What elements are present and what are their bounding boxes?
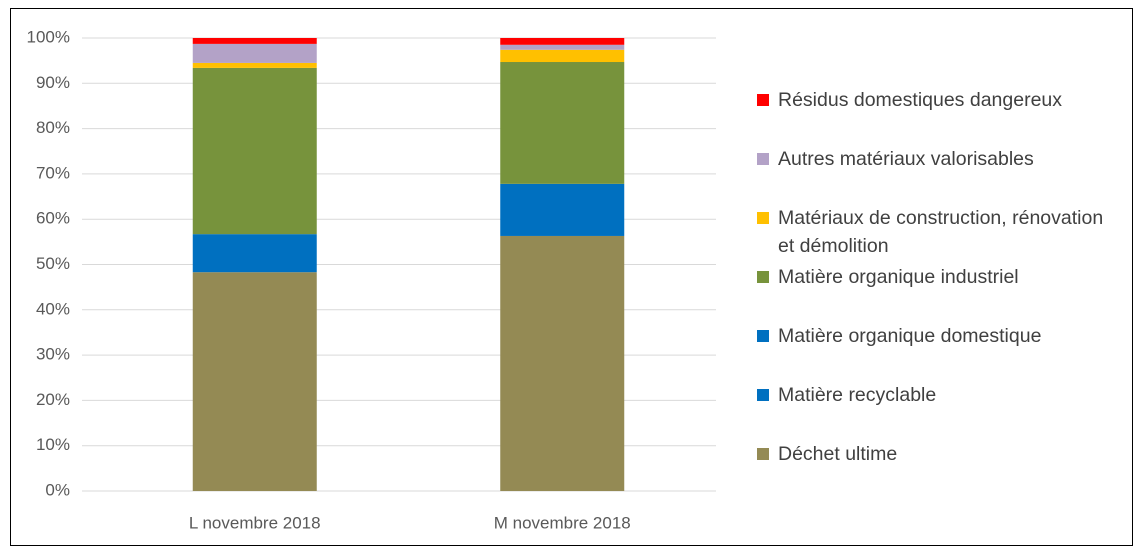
y-tick-label: 30% <box>36 345 70 364</box>
bar-segment <box>500 44 625 50</box>
bar-segment <box>500 38 625 45</box>
bar-segment <box>500 235 625 491</box>
y-tick-label: 100% <box>27 27 70 46</box>
legend-swatch <box>757 448 769 460</box>
legend-label: Autres matériaux valorisables <box>778 148 1034 170</box>
y-tick-label: 60% <box>36 209 70 228</box>
legend-swatch <box>757 153 769 165</box>
legend-swatch <box>757 271 769 283</box>
bar-segment <box>192 67 317 235</box>
bar-segment <box>500 62 625 184</box>
bar-segment <box>192 272 317 491</box>
y-tick-label: 70% <box>36 163 70 182</box>
legend-swatch <box>757 94 769 106</box>
frame-border <box>10 8 1133 546</box>
y-tick-label: 20% <box>36 390 70 409</box>
y-tick-label: 0% <box>45 480 70 499</box>
y-tick-label: 80% <box>36 118 70 137</box>
legend-swatch <box>757 212 769 224</box>
legend-label: Matière organique domestique <box>778 325 1042 347</box>
y-tick-label: 90% <box>36 73 70 92</box>
legend-label: Matière organique industriel <box>778 266 1019 288</box>
y-tick-label: 40% <box>36 299 70 318</box>
legend-swatch <box>757 389 769 401</box>
bar-segment <box>500 49 625 63</box>
legend-label: Déchet ultime <box>778 443 898 465</box>
bar-segment <box>500 183 625 236</box>
bar-segment <box>192 38 317 44</box>
legend-label: Résidus domestiques dangereux <box>778 89 1063 111</box>
bar-segment <box>192 43 317 63</box>
legend-label: Matériaux de construction, rénovation et… <box>778 207 1104 257</box>
y-tick-label: 50% <box>36 254 70 273</box>
x-tick-label: L novembre 2018 <box>189 513 321 532</box>
x-tick-label: M novembre 2018 <box>494 513 631 532</box>
legend-label: Matière recyclable <box>778 384 937 406</box>
y-tick-label: 10% <box>36 435 70 454</box>
bar-segment <box>192 234 317 273</box>
bar-segment <box>192 62 317 68</box>
legend-swatch <box>757 330 769 342</box>
